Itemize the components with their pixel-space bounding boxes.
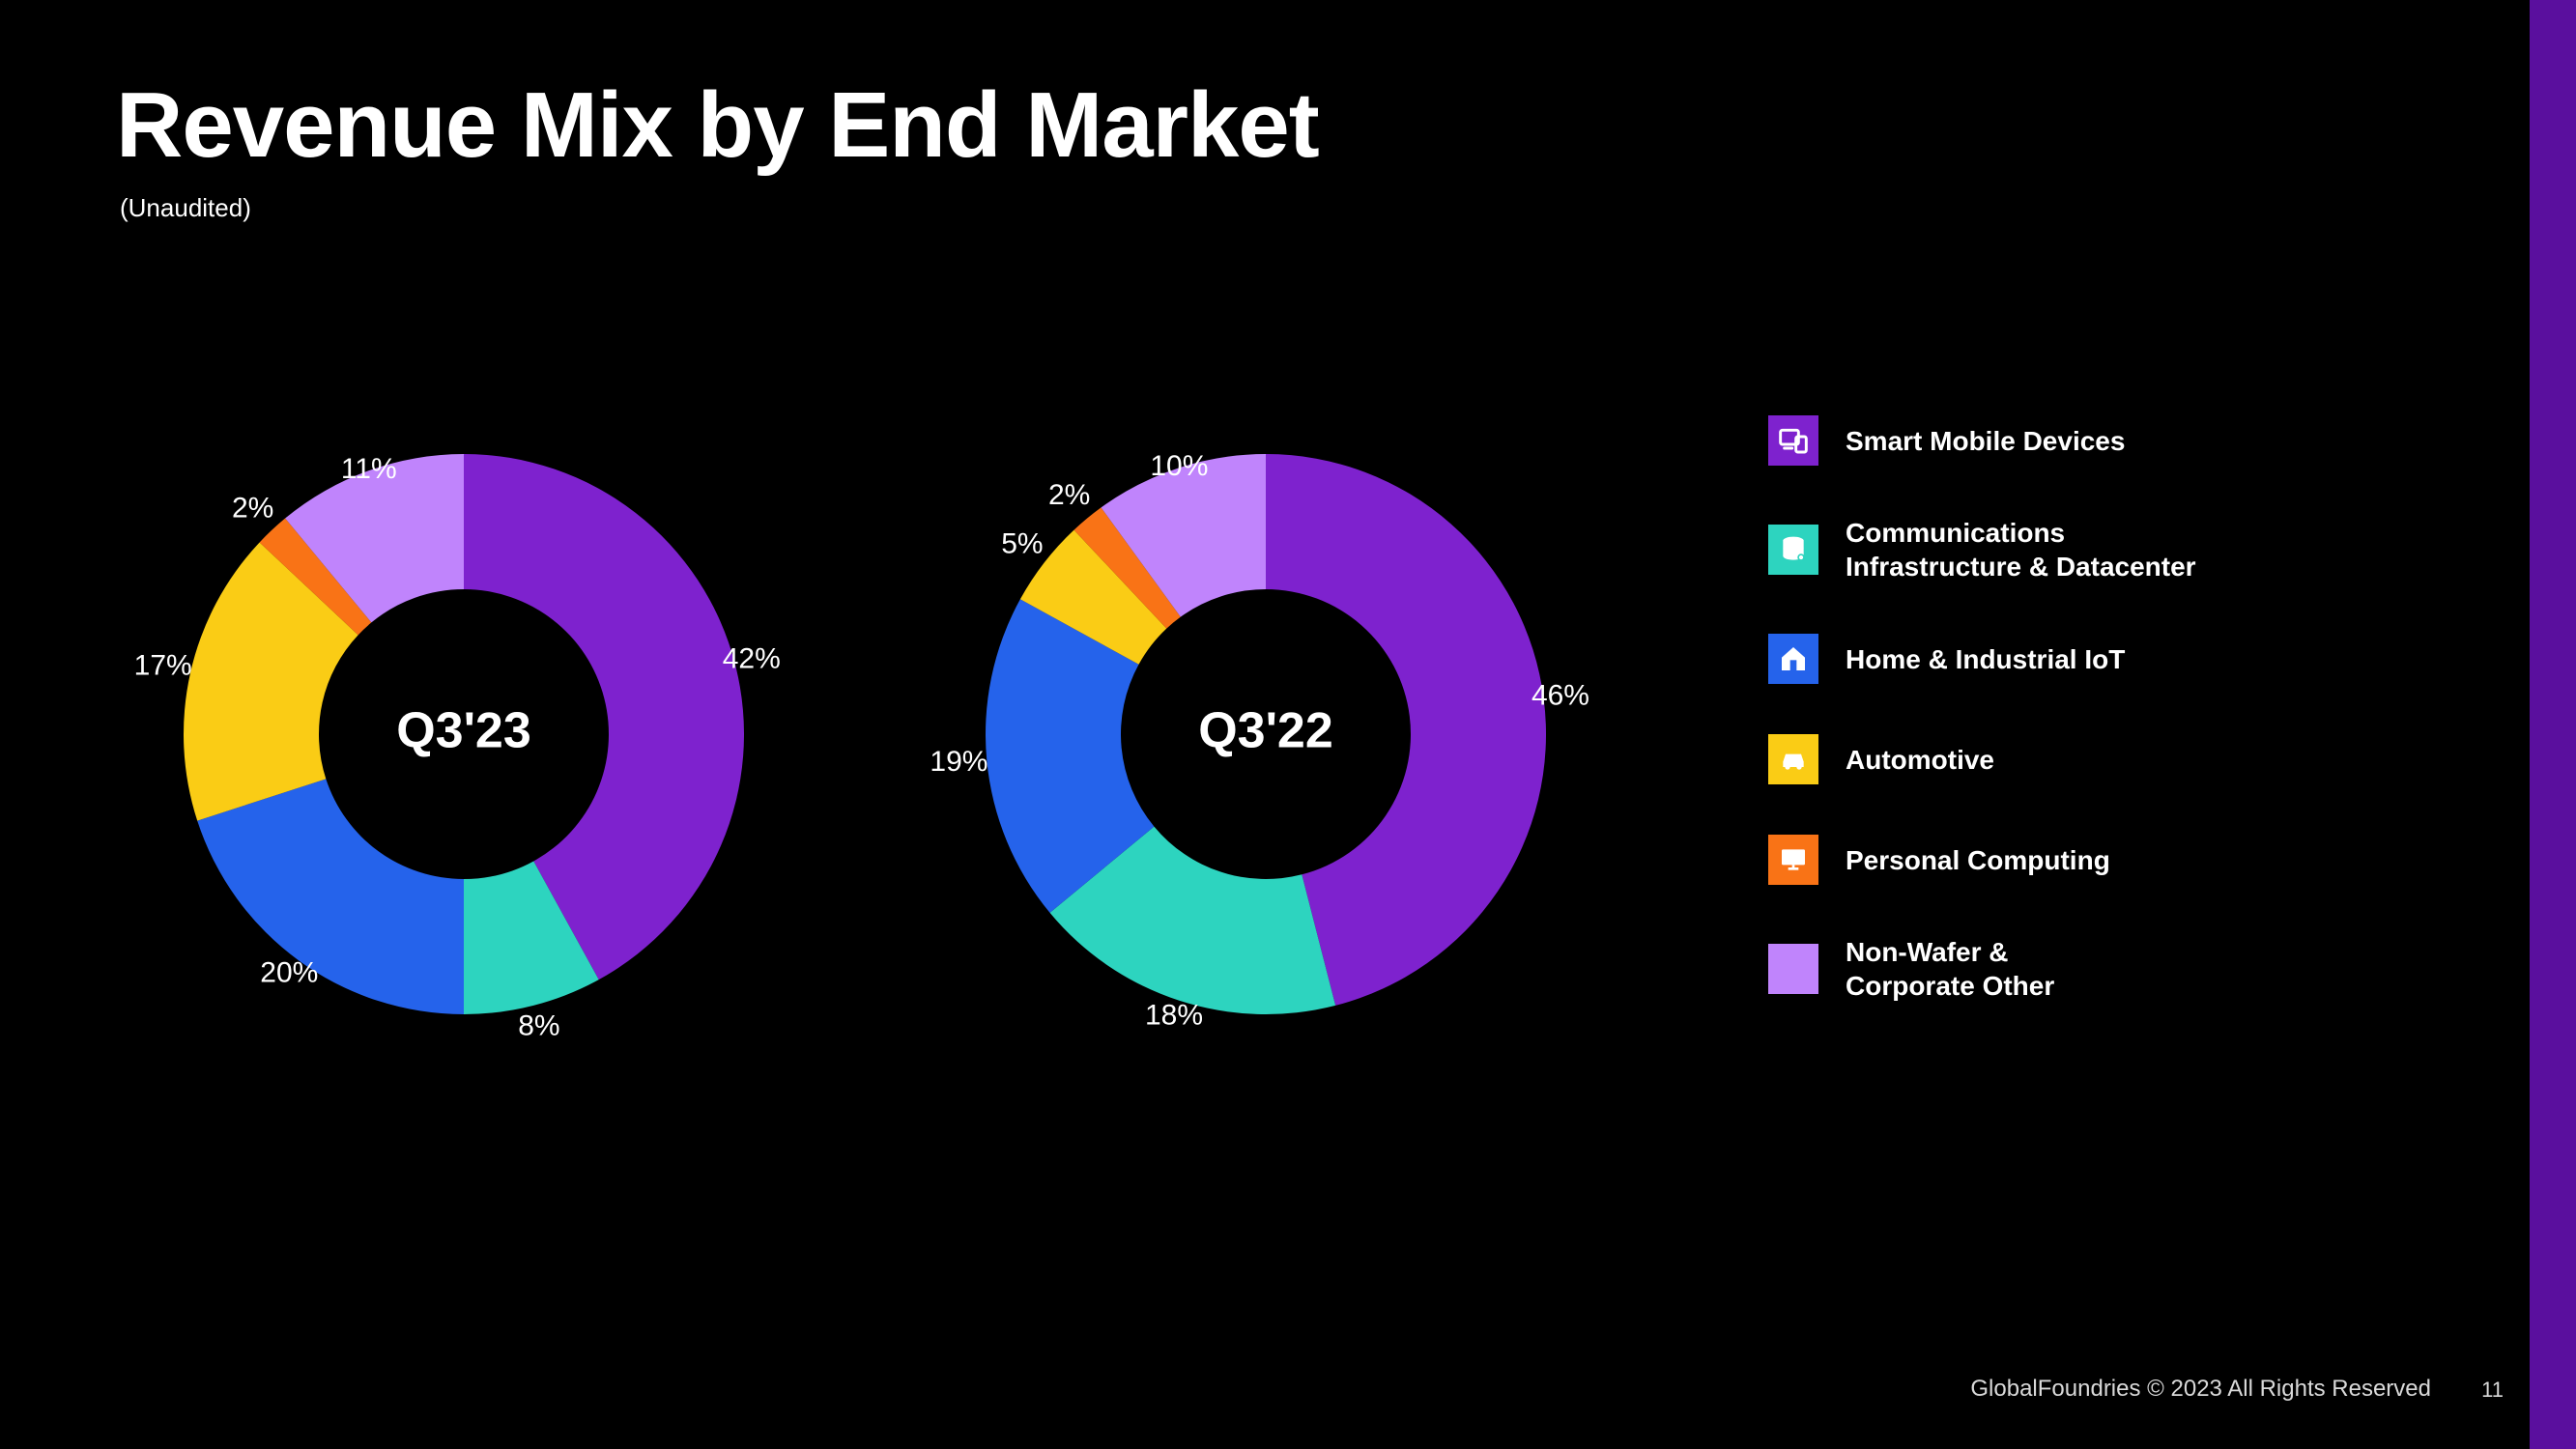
home-icon [1778,643,1809,674]
donut-slice [197,779,464,1014]
donut-center-label: Q3'22 [1198,703,1333,759]
legend-item: Communications Infrastructure & Datacent… [1768,516,2348,583]
legend-label: Smart Mobile Devices [1846,424,2125,458]
accent-bar [2530,0,2576,1449]
donut-slice-label: 11% [341,453,397,485]
car-icon [1778,744,1809,775]
legend-item: Smart Mobile Devices [1768,415,2348,466]
donut-slice-label: 2% [232,492,273,524]
donut-slice-label: 46% [1531,679,1589,711]
legend-swatch [1768,525,1818,575]
donut-chart: 42% 8% 20% 17% 2% 11% Q3'23 [97,367,831,1101]
legend-swatch [1768,634,1818,684]
donut-slice-label: 5% [1001,527,1043,559]
donut-slice-label: 18% [1145,999,1203,1031]
devices-icon [1778,425,1809,456]
legend-label: Home & Industrial IoT [1846,642,2125,676]
legend-label: Automotive [1846,743,1994,777]
legend-swatch [1768,734,1818,784]
legend-label: Communications Infrastructure & Datacent… [1846,516,2196,583]
legend-item: Automotive [1768,734,2348,784]
donut-slice-label: 10% [1150,450,1208,482]
legend-swatch [1768,835,1818,885]
donut-slice-label: 8% [518,1009,559,1041]
footer-text: GlobalFoundries © 2023 All Rights Reserv… [1970,1376,2431,1403]
page-subtitle: (Unaudited) [120,193,251,223]
legend-item: Home & Industrial IoT [1768,634,2348,684]
legend-swatch [1768,944,1818,994]
donut-slice-label: 20% [260,957,318,989]
page-title: Revenue Mix by End Market [116,72,1319,179]
donut-center-label: Q3'23 [396,703,531,759]
legend-item: Personal Computing [1768,835,2348,885]
legend-label: Non-Wafer & Corporate Other [1846,935,2054,1003]
donut-slice-label: 2% [1048,479,1090,511]
legend-swatch [1768,415,1818,466]
legend: Smart Mobile Devices Communications Infr… [1768,415,2348,1053]
legend-item: Non-Wafer & Corporate Other [1768,935,2348,1003]
page-number: 11 [2481,1378,2504,1403]
donut-slice-label: 17% [134,649,192,681]
donut-chart: 46% 18% 19% 5%2% 10% Q3'22 [899,367,1633,1101]
computer-icon [1778,844,1809,875]
donut-slice-label: 19% [930,746,987,778]
database-icon [1778,534,1809,565]
donut-slice-label: 42% [723,642,781,674]
legend-label: Personal Computing [1846,843,2110,877]
